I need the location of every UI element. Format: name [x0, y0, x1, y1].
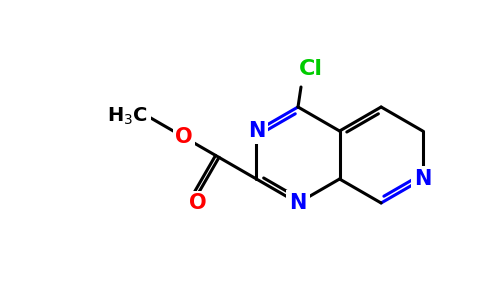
Text: N: N: [248, 121, 265, 141]
Text: H$_3$C: H$_3$C: [107, 106, 149, 127]
Text: O: O: [189, 193, 206, 213]
Text: Cl: Cl: [299, 59, 323, 79]
Text: O: O: [175, 127, 193, 147]
Text: N: N: [289, 193, 307, 213]
Text: N: N: [414, 169, 431, 189]
